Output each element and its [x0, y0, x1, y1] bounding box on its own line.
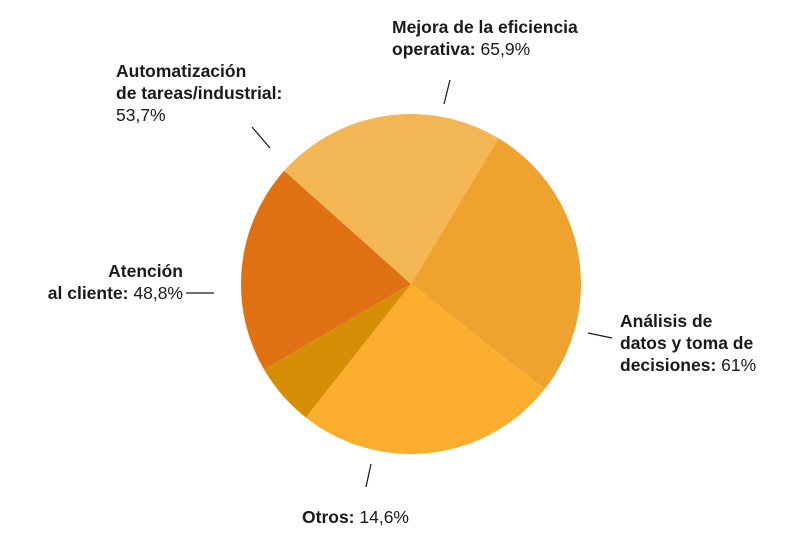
leader-line-automatizacion: [251, 126, 271, 149]
label-automatizacion: Automatización de tareas/industrial: 53,…: [116, 60, 282, 126]
label-otros-line1: Otros:: [302, 507, 355, 527]
label-automatizacion-line1: Automatización: [116, 61, 247, 81]
label-eficiencia: Mejora de la eficiencia operativa: 65,9%: [392, 16, 578, 60]
pie-slices: [240, 113, 582, 454]
label-eficiencia-line1: Mejora de la eficiencia: [392, 17, 578, 37]
pie-slice-4: [284, 113, 499, 284]
leader-line-eficiencia: [443, 79, 451, 105]
label-atencion-line2: al cliente:: [47, 283, 129, 303]
label-analisis-value: 61%: [721, 355, 757, 375]
leader-lines: [186, 79, 613, 488]
pie-slice-0: [411, 138, 582, 390]
label-analisis-line2: datos y toma de: [620, 333, 754, 353]
label-otros: Otros: 14,6%: [302, 506, 409, 528]
label-analisis-line1: Análisis de: [620, 311, 713, 331]
leader-line-otros: [365, 463, 372, 488]
label-automatizacion-value: 53,7%: [116, 105, 166, 125]
label-analisis: Análisis de datos y toma de decisiones: …: [620, 310, 756, 376]
label-automatizacion-line2: de tareas/industrial:: [116, 83, 283, 103]
pie-slice-1: [305, 284, 545, 454]
label-atencion-line1: Atención: [108, 261, 183, 281]
label-eficiencia-line2: operativa:: [392, 39, 476, 59]
label-otros-value: 14,6%: [359, 507, 409, 527]
label-analisis-line3: decisiones:: [620, 355, 717, 375]
leader-line-analisis: [587, 332, 613, 339]
label-atencion: Atención al cliente: 48,8%: [20, 260, 183, 304]
pie-slice-3: [240, 170, 411, 370]
label-atencion-value: 48,8%: [133, 283, 183, 303]
label-eficiencia-value: 65,9%: [480, 39, 531, 59]
pie-slice-2: [264, 284, 411, 418]
